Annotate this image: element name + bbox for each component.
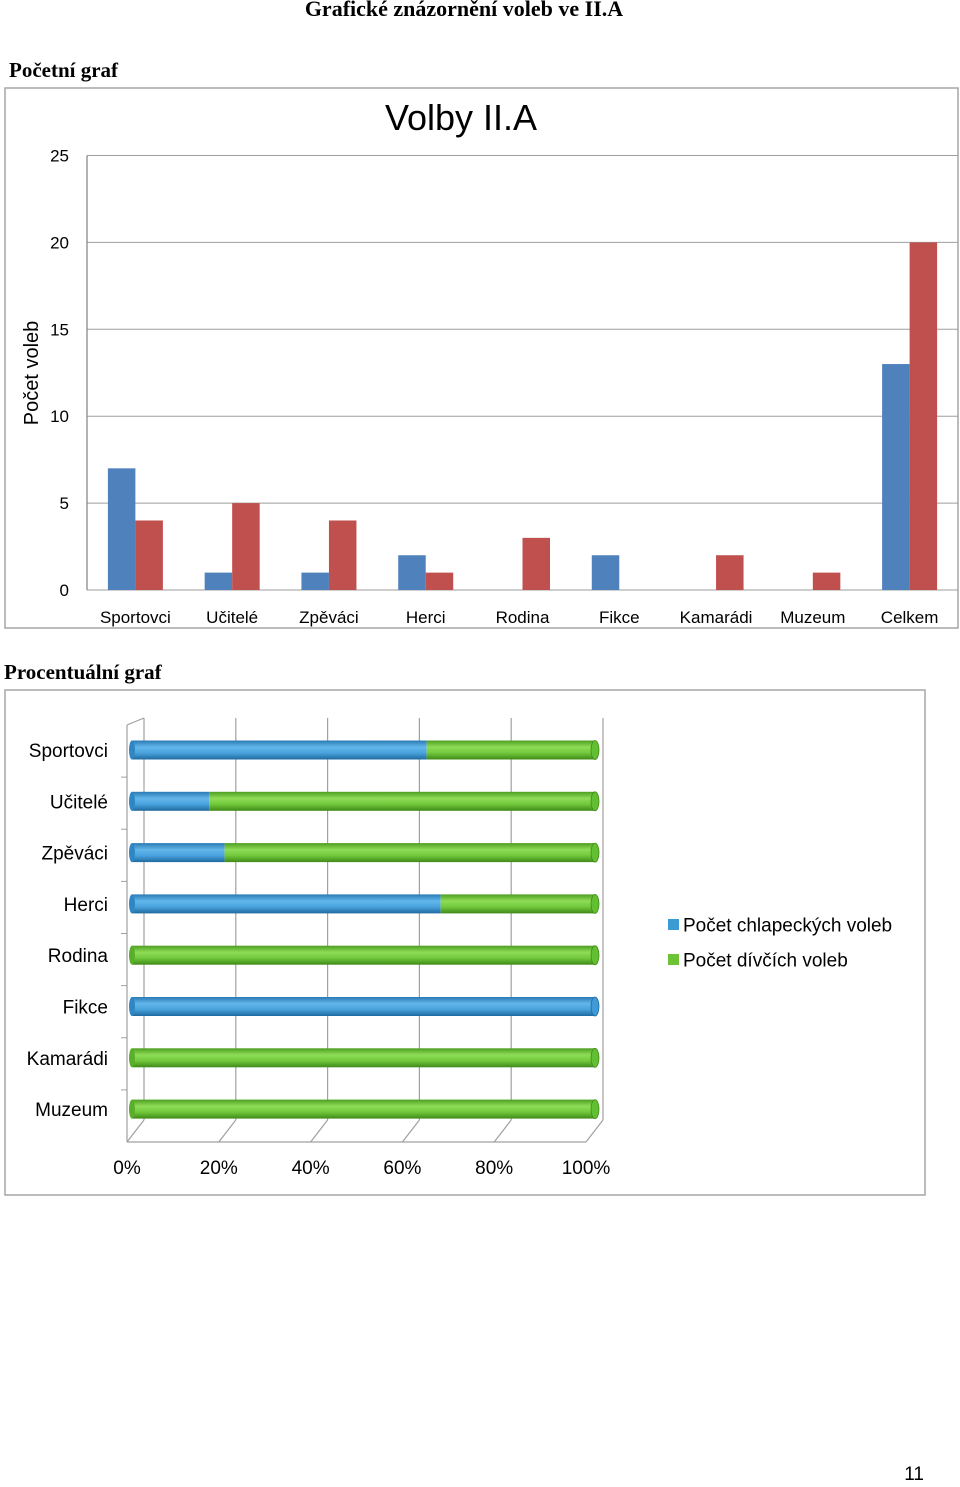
floor-gridline: [585, 1119, 604, 1143]
bar-boys: [301, 572, 329, 590]
x-tick-label: Herci: [406, 608, 446, 627]
x-tick-label: Kamarádi: [680, 608, 753, 627]
legend-swatch-girls: [668, 954, 679, 965]
y-tick-label: 10: [50, 407, 69, 426]
section-heading-percent: Procentuální graf: [4, 660, 162, 684]
bar-end-cap: [590, 1099, 600, 1119]
chart-frame: [4, 689, 926, 1196]
y-tick-label: 0: [60, 581, 69, 600]
bar-girls: [232, 503, 260, 590]
category-label: Kamarádi: [27, 1049, 108, 1070]
chart-title: Volby II.A: [385, 97, 537, 138]
bar-end-cap: [590, 791, 600, 812]
bar-boys: [398, 555, 426, 590]
legend-swatch-boys: [668, 919, 679, 930]
chart-frame: [4, 87, 959, 629]
bar-girls: [909, 242, 938, 590]
x-tick-label: Sportovci: [100, 608, 171, 627]
category-label: Učitelé: [50, 792, 108, 813]
bar-segment-girls: [224, 843, 595, 863]
x-tick-label: 40%: [292, 1158, 330, 1179]
count-chart: Volby II.A Počet voleb 0 5 10 15 20 25 Sportovci…: [4, 87, 959, 629]
bar-girls: [716, 555, 744, 590]
category-label: Fikce: [63, 998, 108, 1019]
y-tick-label: 20: [50, 233, 69, 252]
bar-segment-boys: [132, 791, 210, 811]
bar-cap-boys: [129, 894, 135, 914]
section-heading-count: Početní graf: [9, 58, 119, 82]
x-tick-label: Celkem: [881, 608, 939, 627]
bar-cap-boys: [129, 740, 135, 760]
x-tick-label: Rodina: [496, 608, 550, 627]
document-title: Grafické znázornění voleb ve II.A: [304, 0, 624, 21]
bar-girls: [135, 520, 163, 590]
bar-end-cap: [590, 996, 600, 1017]
bar-cap-boys: [129, 791, 135, 811]
x-tick-label: Muzeum: [780, 608, 845, 627]
bar-end-cap: [590, 1047, 600, 1068]
bar-cap-girls: [129, 1099, 135, 1119]
bar-boys: [882, 364, 910, 590]
bar-segment-girls: [209, 791, 595, 811]
x-tick-label: 60%: [383, 1158, 421, 1179]
floor-gridline: [218, 1119, 237, 1143]
bar-segment-girls: [426, 740, 595, 760]
bar-cap-girls: [129, 945, 135, 965]
x-tick-label: Zpěváci: [299, 608, 359, 627]
bar-cap-boys: [129, 997, 135, 1016]
category-label: Herci: [64, 895, 108, 916]
legend-label-boys: Počet chlapeckých voleb: [683, 916, 892, 937]
bar-segment-boys: [132, 740, 427, 760]
left-wall-top-edge: [126, 717, 145, 726]
x-tick-label: Fikce: [599, 608, 640, 627]
bar-girls: [522, 537, 550, 590]
bar-segment-boys: [132, 997, 595, 1016]
bar-cap-boys: [129, 843, 135, 863]
legend-label-girls: Počet dívčích voleb: [683, 951, 848, 972]
category-label: Rodina: [48, 946, 109, 967]
bar-segment-girls: [132, 1048, 595, 1068]
bar-end-cap: [590, 894, 600, 914]
x-tick-label: 80%: [475, 1158, 513, 1179]
x-tick-label: 20%: [200, 1158, 238, 1179]
floor-gridline: [401, 1119, 420, 1143]
bar-segment-boys: [132, 894, 441, 914]
x-tick-label: Učitelé: [206, 608, 258, 627]
y-tick-label: 25: [50, 147, 69, 166]
bar-cap-girls: [129, 1048, 135, 1068]
floor-gridline: [310, 1119, 329, 1143]
bar-boys: [591, 555, 620, 590]
category-label: Muzeum: [35, 1100, 108, 1121]
bar-end-cap: [590, 740, 600, 760]
y-tick-label: 15: [50, 320, 69, 339]
category-label: Zpěváci: [41, 844, 108, 865]
bar-segment-girls: [132, 945, 595, 965]
bar-girls: [425, 572, 454, 590]
category-label: Sportovci: [29, 741, 108, 762]
x-tick-label: 0%: [113, 1158, 141, 1179]
bar-girls: [812, 572, 841, 590]
bar-segment-girls: [132, 1099, 595, 1119]
bar-segment-girls: [440, 894, 595, 914]
floor-gridline: [126, 1119, 145, 1143]
bar-segment-boys: [132, 843, 225, 863]
bar-end-cap: [590, 945, 600, 966]
x-tick-label: 100%: [562, 1158, 611, 1179]
bar-girls: [328, 520, 357, 590]
bar-boys: [107, 468, 136, 590]
page-number: 11: [904, 1464, 924, 1485]
y-tick-label: 5: [60, 494, 69, 513]
y-axis-label: Počet voleb: [21, 321, 43, 426]
percent-chart: 0% 20% 40% 60% 80% 100% Sportovci Učitelé Zpěvác…: [4, 689, 926, 1196]
bar-boys: [204, 572, 233, 590]
floor-gridline: [493, 1119, 512, 1143]
bar-end-cap: [590, 842, 600, 863]
